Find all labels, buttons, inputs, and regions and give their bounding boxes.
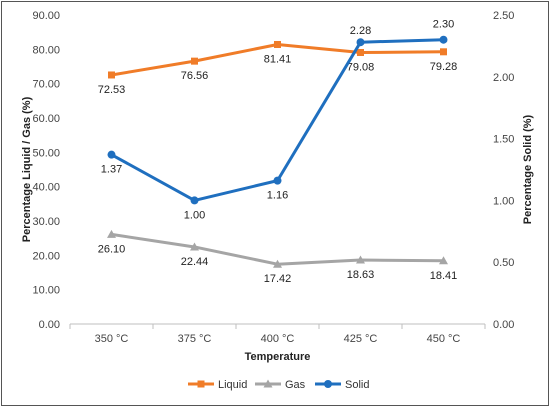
solid-point xyxy=(107,150,116,159)
left-y-tick-label: 90.00 xyxy=(32,10,60,22)
gas-point xyxy=(356,255,365,264)
right-y-tick-label: 2.50 xyxy=(493,10,514,22)
x-axis-title: Temperature xyxy=(245,351,311,363)
x-tick-label: 400 °C xyxy=(261,333,295,345)
left-y-tick-label: 10.00 xyxy=(32,285,60,297)
liquid-point xyxy=(357,48,364,56)
left-y-tick-label: 70.00 xyxy=(32,79,60,91)
right-y-tick-label: 2.00 xyxy=(493,72,514,84)
gas-data-label: 18.41 xyxy=(430,270,458,282)
liquid-point xyxy=(274,40,281,48)
liquid-point xyxy=(440,48,447,56)
liquid-point xyxy=(191,57,198,65)
gas-point xyxy=(273,259,282,268)
gas-point xyxy=(439,256,448,265)
solid-point xyxy=(356,38,365,47)
gas-data-label: 17.42 xyxy=(264,273,292,285)
solid-data-label: 2.28 xyxy=(350,25,371,37)
left-y-tick-label: 80.00 xyxy=(32,44,60,56)
solid-data-label: 1.00 xyxy=(184,209,205,221)
right-y-tick-label: 0.50 xyxy=(493,257,514,269)
gas-point xyxy=(190,242,199,251)
solid-point xyxy=(439,35,448,44)
gas-data-label: 26.10 xyxy=(98,243,126,255)
x-tick-label: 375 °C xyxy=(178,333,212,345)
solid-data-label: 2.30 xyxy=(433,19,454,31)
left-y-tick-label: 30.00 xyxy=(32,216,60,228)
left-y-axis-title: Percentage Liquid / Gas (%) xyxy=(21,96,33,242)
left-y-tick-label: 20.00 xyxy=(32,250,60,262)
x-tick-label: 425 °C xyxy=(344,333,378,345)
right-y-axis-title: Percentage Solid (%) xyxy=(522,114,534,224)
left-y-tick-label: 60.00 xyxy=(32,113,60,125)
solid-data-label: 1.37 xyxy=(101,164,122,176)
left-y-tick-label: 40.00 xyxy=(32,182,60,194)
liquid-data-label: 72.53 xyxy=(98,84,126,96)
right-y-tick-label: 1.50 xyxy=(493,134,514,146)
right-y-tick-label: 1.00 xyxy=(493,195,514,207)
liquid-data-label: 79.08 xyxy=(347,61,375,73)
legend-marker-liquid xyxy=(197,380,205,388)
legend-label-liquid: Liquid xyxy=(218,379,247,391)
liquid-data-label: 76.56 xyxy=(181,70,209,82)
left-y-tick-label: 0.00 xyxy=(39,319,60,331)
gas-point xyxy=(107,229,116,238)
liquid-data-label: 81.41 xyxy=(264,53,292,65)
legend-marker-solid xyxy=(324,380,332,388)
right-y-tick-label: 0.00 xyxy=(493,319,514,331)
left-y-tick-label: 50.00 xyxy=(32,147,60,159)
solid-data-label: 1.16 xyxy=(267,190,288,202)
liquid-data-label: 79.28 xyxy=(430,61,458,73)
legend-marker-gas xyxy=(263,379,273,388)
gas-data-label: 22.44 xyxy=(181,256,209,268)
gas-data-label: 18.63 xyxy=(347,269,375,281)
x-tick-label: 450 °C xyxy=(427,333,461,345)
solid-point xyxy=(273,176,282,185)
solid-point xyxy=(190,196,199,205)
legend-label-solid: Solid xyxy=(345,379,369,391)
x-tick-label: 350 °C xyxy=(95,333,129,345)
liquid-point xyxy=(108,71,115,79)
legend-label-gas: Gas xyxy=(285,379,306,391)
